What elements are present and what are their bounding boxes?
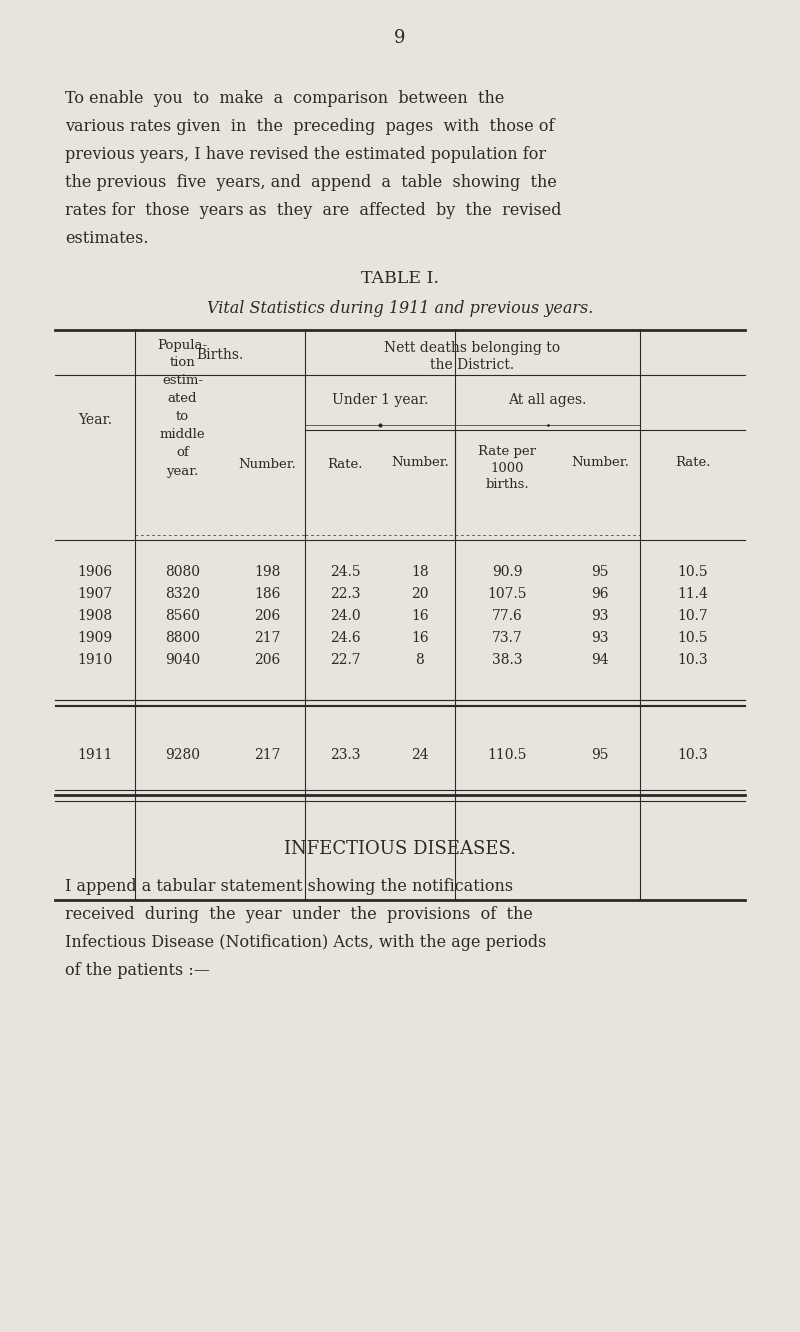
Text: 8: 8 — [416, 653, 424, 667]
Text: 1909: 1909 — [78, 631, 113, 645]
Text: Rate per: Rate per — [478, 445, 537, 458]
Text: of the patients :—: of the patients :— — [65, 962, 210, 979]
Text: 23.3: 23.3 — [330, 749, 360, 762]
Text: 1911: 1911 — [78, 749, 113, 762]
Text: I append a tabular statement showing the notifications: I append a tabular statement showing the… — [65, 878, 513, 895]
Text: 206: 206 — [254, 653, 281, 667]
Text: 24: 24 — [411, 749, 429, 762]
Text: 110.5: 110.5 — [488, 749, 527, 762]
Text: 186: 186 — [254, 587, 281, 601]
Text: 1907: 1907 — [78, 587, 113, 601]
Text: 20: 20 — [411, 587, 429, 601]
Text: 107.5: 107.5 — [488, 587, 527, 601]
Text: tion: tion — [170, 357, 195, 369]
Text: 16: 16 — [411, 609, 429, 623]
Text: 10.3: 10.3 — [677, 749, 708, 762]
Text: 93: 93 — [591, 609, 609, 623]
Text: the District.: the District. — [430, 358, 514, 372]
Text: 1910: 1910 — [78, 653, 113, 667]
Text: 11.4: 11.4 — [677, 587, 708, 601]
Text: 95: 95 — [591, 749, 609, 762]
Text: ated: ated — [168, 393, 198, 405]
Text: 9040: 9040 — [165, 653, 200, 667]
Text: 94: 94 — [591, 653, 609, 667]
Text: 9: 9 — [394, 29, 406, 47]
Text: Number.: Number. — [391, 456, 449, 469]
Text: to: to — [176, 410, 189, 424]
Text: the previous  five  years, and  append  a  table  showing  the: the previous five years, and append a ta… — [65, 174, 557, 190]
Text: 8080: 8080 — [165, 565, 200, 579]
Text: Under 1 year.: Under 1 year. — [332, 393, 428, 408]
Text: Infectious Disease (Notification) Acts, with the age periods: Infectious Disease (Notification) Acts, … — [65, 934, 546, 951]
Text: 217: 217 — [254, 631, 281, 645]
Text: Rate.: Rate. — [327, 458, 362, 472]
Text: 16: 16 — [411, 631, 429, 645]
Text: 8320: 8320 — [165, 587, 200, 601]
Text: 22.3: 22.3 — [330, 587, 360, 601]
Text: 24.5: 24.5 — [330, 565, 360, 579]
Text: various rates given  in  the  preceding  pages  with  those of: various rates given in the preceding pag… — [65, 119, 554, 135]
Text: 24.0: 24.0 — [330, 609, 360, 623]
Text: 73.7: 73.7 — [492, 631, 523, 645]
Text: 8800: 8800 — [165, 631, 200, 645]
Text: 10.5: 10.5 — [677, 631, 708, 645]
Text: To enable  you  to  make  a  comparison  between  the: To enable you to make a comparison betwe… — [65, 91, 504, 107]
Text: 10.5: 10.5 — [677, 565, 708, 579]
Text: At all ages.: At all ages. — [508, 393, 586, 408]
Text: 217: 217 — [254, 749, 281, 762]
Text: 198: 198 — [254, 565, 281, 579]
Text: of: of — [176, 446, 189, 460]
Text: INFECTIOUS DISEASES.: INFECTIOUS DISEASES. — [284, 840, 516, 858]
Text: 95: 95 — [591, 565, 609, 579]
Text: 1908: 1908 — [78, 609, 113, 623]
Text: 38.3: 38.3 — [492, 653, 522, 667]
Text: 77.6: 77.6 — [492, 609, 523, 623]
Text: middle: middle — [160, 429, 206, 441]
Text: 8560: 8560 — [165, 609, 200, 623]
Text: Births.: Births. — [196, 348, 244, 362]
Text: 18: 18 — [411, 565, 429, 579]
Text: received  during  the  year  under  the  provisions  of  the: received during the year under the provi… — [65, 906, 533, 923]
Text: Rate.: Rate. — [674, 456, 710, 469]
Text: estimates.: estimates. — [65, 230, 149, 246]
Text: Number.: Number. — [238, 458, 297, 472]
Text: year.: year. — [166, 465, 198, 477]
Text: estim-: estim- — [162, 374, 203, 388]
Text: 9280: 9280 — [165, 749, 200, 762]
Text: 24.6: 24.6 — [330, 631, 360, 645]
Text: births.: births. — [486, 477, 530, 490]
Text: Year.: Year. — [78, 413, 112, 428]
Text: Nett deaths belonging to: Nett deaths belonging to — [385, 341, 561, 356]
Text: 96: 96 — [591, 587, 609, 601]
Text: previous years, I have revised the estimated population for: previous years, I have revised the estim… — [65, 147, 546, 163]
Text: 206: 206 — [254, 609, 281, 623]
Text: Vital Statistics during 1911 and previous years.: Vital Statistics during 1911 and previou… — [207, 300, 593, 317]
Text: Number.: Number. — [571, 456, 629, 469]
Text: 10.3: 10.3 — [677, 653, 708, 667]
Text: 22.7: 22.7 — [330, 653, 360, 667]
Text: TABLE I.: TABLE I. — [361, 270, 439, 286]
Text: 1000: 1000 — [490, 461, 524, 474]
Text: Popula-: Popula- — [158, 338, 207, 352]
Text: 1906: 1906 — [78, 565, 113, 579]
Text: 93: 93 — [591, 631, 609, 645]
Text: 90.9: 90.9 — [492, 565, 522, 579]
Text: 10.7: 10.7 — [677, 609, 708, 623]
Text: rates for  those  years as  they  are  affected  by  the  revised: rates for those years as they are affect… — [65, 202, 562, 218]
